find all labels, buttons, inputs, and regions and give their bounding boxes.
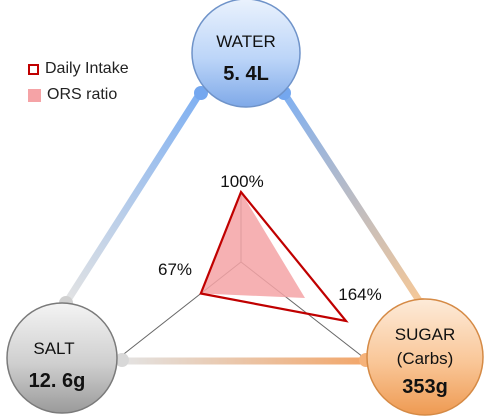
water-percent-label: 100% [220, 172, 263, 191]
salt-value: 12. 6g [29, 370, 86, 392]
legend-item-daily-intake: Daily Intake [28, 56, 129, 82]
legend: Daily Intake ORS ratio [28, 56, 129, 108]
water-value: 5. 4L [223, 63, 269, 85]
sugar-percent-label: 164% [338, 285, 381, 304]
salt-name: SALT [33, 339, 74, 358]
sugar-name: SUGAR [395, 325, 455, 344]
connector-dot [115, 353, 129, 367]
daily-intake-swatch [28, 63, 39, 75]
edge-water-salt [62, 89, 204, 307]
sugar-node: SUGAR (Carbs) 353g [366, 298, 484, 416]
legend-label-daily-intake: Daily Intake [45, 60, 129, 77]
connector-dot [194, 86, 208, 100]
legend-item-ors-ratio: ORS ratio [28, 82, 129, 108]
edge-water-sugar [280, 89, 426, 309]
sugar-circle [366, 298, 484, 416]
legend-label-ors-ratio: ORS ratio [47, 86, 118, 103]
sugar-value: 353g [402, 376, 448, 398]
salt-percent-label: 67% [158, 260, 192, 279]
ors-ratio-swatch [28, 88, 41, 102]
sugar-subname: (Carbs) [397, 349, 454, 368]
ors-ratio-area [200, 192, 305, 298]
water-circle [191, 0, 301, 108]
daily-intake-outline [199, 189, 349, 323]
water-node: WATER 5. 4L [191, 0, 301, 108]
water-name: WATER [216, 32, 276, 51]
salt-circle [6, 302, 118, 414]
salt-node: SALT 12. 6g [6, 302, 118, 414]
